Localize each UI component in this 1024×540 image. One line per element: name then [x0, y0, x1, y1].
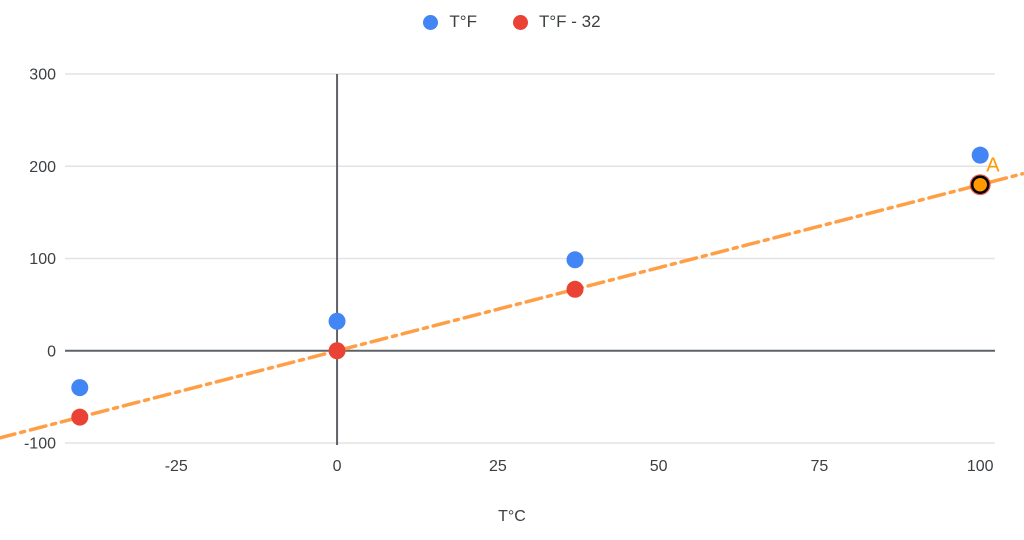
legend-swatch-icon	[512, 14, 528, 30]
y-tick-label--100: -100	[24, 436, 56, 453]
x-tick-label-75: 75	[811, 458, 829, 475]
point-t-f-x0[interactable]	[328, 312, 346, 330]
legend-label: T°F - 32	[538, 12, 601, 31]
legend-item-t-f-32[interactable]: T°F - 32	[512, 12, 601, 32]
point-annotation-label: A	[986, 155, 1000, 177]
legend-swatch-icon	[423, 14, 439, 30]
x-axis-title: T°C	[498, 508, 526, 525]
y-tick-label-0: 0	[47, 343, 56, 360]
legend-label: T°F	[449, 12, 477, 31]
legend-item-t-f[interactable]: T°F	[423, 12, 477, 32]
point-t-f-32-x37[interactable]	[566, 280, 584, 298]
highlighted-point[interactable]	[970, 175, 990, 194]
y-tick-label-300: 300	[29, 67, 56, 84]
point-t-f-x-40[interactable]	[71, 379, 89, 397]
point-t-f-32-x-40[interactable]	[71, 408, 89, 426]
point-t-f-x100[interactable]	[971, 146, 989, 164]
y-tick-label-200: 200	[29, 159, 56, 176]
x-tick-label--25: -25	[165, 458, 188, 475]
x-tick-label-50: 50	[650, 458, 668, 475]
x-tick-label-0: 0	[333, 458, 342, 475]
trendline-t-f-32	[0, 171, 1024, 440]
point-t-f-32-x0[interactable]	[328, 342, 346, 360]
y-tick-label-100: 100	[29, 251, 56, 268]
x-tick-label-100: 100	[967, 458, 994, 475]
x-tick-label-25: 25	[489, 458, 507, 475]
chart-legend: T°F T°F - 32	[0, 12, 1024, 32]
point-t-f-x37[interactable]	[566, 251, 584, 269]
